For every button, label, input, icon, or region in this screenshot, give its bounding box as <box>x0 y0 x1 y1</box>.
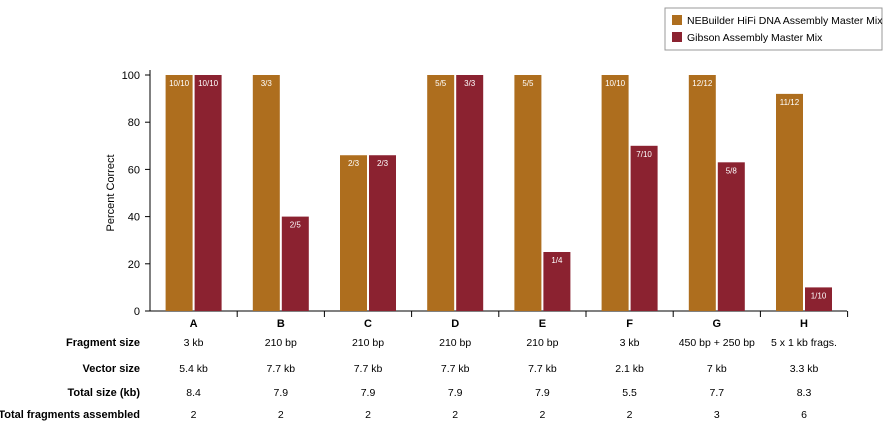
table-cell: 210 bp <box>526 337 558 349</box>
table-cell: 7.7 <box>709 387 724 399</box>
bar-data-label: 5/5 <box>522 79 534 88</box>
x-tick-label: B <box>277 318 285 330</box>
table-cell: 3 <box>714 409 720 421</box>
table-cell: 7.9 <box>535 387 550 399</box>
table-cell: 2 <box>452 409 458 421</box>
y-tick-label: 60 <box>128 164 140 176</box>
table-cell: 7 kb <box>707 363 727 375</box>
x-tick-label: C <box>364 318 372 330</box>
table-cell: 2 <box>539 409 545 421</box>
y-tick-label: 100 <box>122 70 140 82</box>
bar-data-label: 10/10 <box>169 79 190 88</box>
bar-data-label: 2/3 <box>348 159 360 168</box>
bar-nebuilder <box>514 75 542 311</box>
bar-data-label: 1/4 <box>551 256 563 265</box>
bar-gibson <box>543 252 571 311</box>
legend-label: Gibson Assembly Master Mix <box>687 32 823 44</box>
table-cell: 2 <box>191 409 197 421</box>
table-cell: 5.4 kb <box>179 363 208 375</box>
legend-swatch <box>672 15 682 25</box>
table-cell: 210 bp <box>265 337 297 349</box>
x-tick-label: E <box>539 318 546 330</box>
table-cell: 7.9 <box>273 387 288 399</box>
table-cell: 5.5 <box>622 387 637 399</box>
table-row-label: Vector size <box>83 363 140 375</box>
y-tick-label: 0 <box>134 306 140 318</box>
bar-gibson <box>456 75 484 311</box>
table-row-label: Fragment size <box>66 337 140 349</box>
bar-data-label: 3/3 <box>261 79 273 88</box>
x-tick-label: D <box>451 318 459 330</box>
bar-gibson <box>630 145 658 311</box>
table-cell: 210 bp <box>352 337 384 349</box>
table-cell: 7.7 kb <box>266 363 295 375</box>
bar-data-label: 2/5 <box>290 221 302 230</box>
table-cell: 8.3 <box>797 387 812 399</box>
table-cell: 5 x 1 kb frags. <box>771 337 837 349</box>
table-cell: 7.9 <box>448 387 463 399</box>
legend-box <box>664 7 883 51</box>
bar-nebuilder <box>427 75 455 311</box>
bar-gibson <box>369 155 396 311</box>
table-cell: 210 bp <box>439 337 471 349</box>
table-cell: 6 <box>801 409 807 421</box>
bar-gibson <box>717 162 745 311</box>
table-cell: 2 <box>278 409 284 421</box>
bar-nebuilder <box>688 75 716 311</box>
bar-data-label: 1/10 <box>811 291 827 300</box>
bar-data-label: 11/12 <box>780 98 800 107</box>
bar-nebuilder <box>252 75 280 311</box>
bar-nebuilder <box>601 75 629 311</box>
table-cell: 7.7 kb <box>354 363 383 375</box>
bar-data-label: 7/10 <box>636 150 652 159</box>
bar-data-label: 10/10 <box>198 79 219 88</box>
legend-swatch <box>672 32 682 42</box>
bar-gibson <box>281 216 309 311</box>
table-cell: 2 <box>365 409 371 421</box>
bar-data-label: 5/8 <box>726 166 738 175</box>
table-cell: 2.1 kb <box>615 363 644 375</box>
bar-data-label: 5/5 <box>435 79 447 88</box>
table-cell: 3 kb <box>620 337 640 349</box>
y-tick-label: 20 <box>128 259 140 271</box>
table-cell: 7.7 kb <box>528 363 557 375</box>
legend-label: NEBuilder HiFi DNA Assembly Master Mix <box>687 15 883 27</box>
bar-gibson <box>805 287 832 311</box>
y-tick-label: 40 <box>128 212 140 224</box>
bar-gibson <box>194 75 222 311</box>
table-cell: 7.7 kb <box>441 363 470 375</box>
bar-nebuilder <box>340 155 367 311</box>
table-cell: 3.3 kb <box>790 363 819 375</box>
x-tick-label: H <box>800 318 808 330</box>
bar-data-label: 10/10 <box>605 79 626 88</box>
table-row-label: Total size (kb) <box>67 387 140 399</box>
bar-nebuilder <box>165 75 193 311</box>
table-cell: 450 bp + 250 bp <box>679 337 755 349</box>
bar-data-label: 12/12 <box>692 79 713 88</box>
table-cell: 8.4 <box>186 387 201 399</box>
bar-data-label: 3/3 <box>464 79 476 88</box>
y-axis-title: Percent Correct <box>105 154 117 231</box>
x-tick-label: F <box>626 318 633 330</box>
y-tick-label: 80 <box>128 117 140 129</box>
table-cell: 2 <box>627 409 633 421</box>
table-cell: 3 kb <box>184 337 204 349</box>
x-tick-label: A <box>190 318 198 330</box>
bar-data-label: 2/3 <box>377 159 389 168</box>
bar-nebuilder <box>776 93 803 311</box>
table-cell: 7.9 <box>361 387 376 399</box>
x-tick-label: G <box>713 318 722 330</box>
table-row-label: Total fragments assembled <box>0 409 140 421</box>
